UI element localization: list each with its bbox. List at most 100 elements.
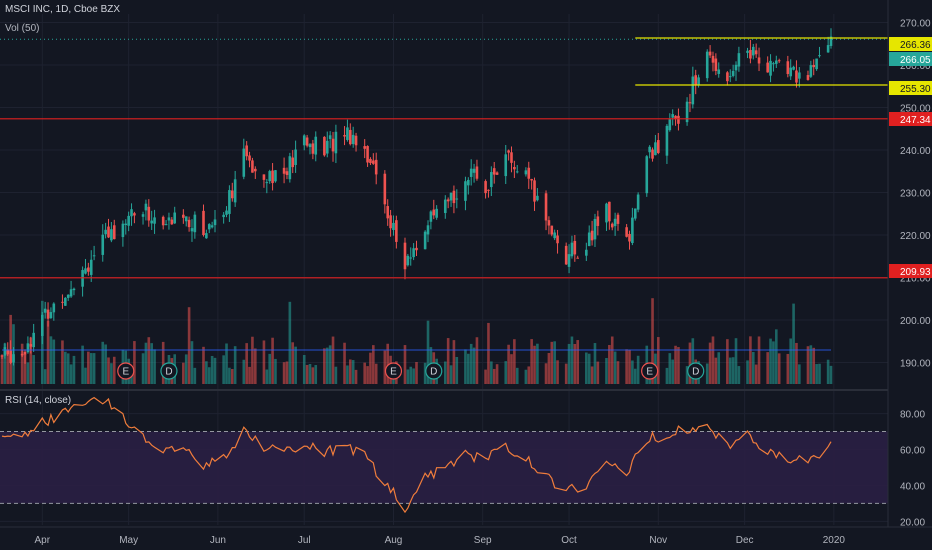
candle-body (104, 229, 107, 235)
candle-body (455, 198, 459, 200)
volume-bar (150, 343, 153, 384)
candle-body (12, 354, 15, 363)
candle-body (734, 64, 738, 71)
candle-body (23, 351, 27, 355)
volume-bar (187, 307, 191, 384)
volume-bar (285, 361, 289, 384)
candle-body (792, 66, 795, 70)
candle-body (530, 179, 533, 181)
rsi-tick-label: 20.00 (900, 517, 925, 528)
candle-body (153, 217, 156, 224)
volume-bar (728, 357, 732, 384)
candle-body (809, 65, 813, 77)
candle-body (766, 62, 769, 73)
candle-body (187, 219, 191, 228)
candle-body (645, 156, 649, 194)
price-tick-label: 220.00 (900, 231, 931, 242)
candle-body (524, 170, 528, 175)
volume-bar (406, 369, 410, 384)
candle-body (432, 209, 436, 216)
candle-body (141, 214, 145, 217)
volume-bar (412, 368, 415, 384)
event-label: D (692, 367, 699, 378)
candle-body (648, 146, 651, 153)
candle-body (346, 127, 349, 140)
candle-body (777, 60, 781, 62)
candle-body (504, 154, 508, 177)
candle-body (757, 57, 761, 64)
candle-body (510, 152, 513, 163)
volume-bar (265, 369, 269, 384)
candle-body (628, 233, 631, 242)
candle-body (331, 138, 335, 152)
candle-body (325, 140, 329, 154)
volume-bar (262, 340, 266, 384)
volume-bar (472, 347, 476, 384)
candle-body (806, 75, 810, 80)
candle-body (61, 301, 64, 303)
volume-label: Vol (50) (5, 23, 40, 34)
candle-body (89, 259, 93, 275)
volume-bar (153, 349, 156, 384)
volume-bar (205, 361, 208, 384)
candle-body (829, 36, 833, 46)
earnings-marker (384, 362, 403, 380)
candle-body (705, 51, 709, 79)
candle-body (728, 76, 732, 78)
candle-body (826, 45, 830, 53)
volume-bar (792, 303, 795, 384)
candle-body (536, 195, 539, 201)
volume-bar (789, 338, 793, 384)
time-tick-label: Jun (210, 535, 226, 546)
volume-bar (92, 353, 96, 384)
time-tick-label: Jul (298, 535, 311, 546)
candle-body (550, 225, 554, 235)
volume-bar (708, 342, 712, 384)
volume-bar (84, 367, 87, 384)
candle-body (691, 76, 695, 105)
candle-body (40, 314, 44, 336)
volume-bar (369, 352, 372, 384)
price-tick-label: 190.00 (900, 359, 931, 370)
candle-body (567, 254, 571, 267)
candle-body (161, 216, 165, 226)
volume-bar (271, 337, 274, 384)
candle-body (726, 72, 729, 82)
candle-body (423, 231, 427, 250)
candle-body (412, 248, 415, 258)
volume-bar (665, 367, 669, 384)
candle-body (665, 125, 669, 156)
volume-bar (746, 360, 749, 384)
volume-bar (89, 353, 93, 384)
candle-body (3, 347, 7, 356)
volume-bar (49, 336, 53, 384)
volume-bar (613, 351, 617, 384)
volume-bar (161, 341, 165, 384)
candle-body (608, 201, 611, 222)
volume-bar (268, 353, 271, 384)
price-tag-range-top (889, 37, 932, 51)
candle-body (173, 212, 177, 224)
volume-bar (69, 364, 73, 384)
volume-bar (605, 358, 608, 384)
candle-body (472, 168, 476, 173)
volume-bar (628, 349, 631, 384)
time-tick-label: Oct (561, 535, 577, 546)
volume-bar (564, 363, 568, 384)
volume-bar (751, 351, 755, 384)
candle-body (251, 160, 254, 173)
volume-bar (294, 346, 297, 384)
volume-bar (809, 345, 813, 384)
earnings-marker (641, 362, 659, 380)
volume-bar (608, 344, 611, 384)
volume-bar (66, 353, 70, 384)
candle-body (484, 181, 487, 194)
volume-bar (366, 366, 369, 384)
candle-body (288, 156, 292, 180)
candle-body (737, 53, 741, 67)
volume-bar (475, 337, 479, 384)
candle-body (677, 115, 680, 124)
volume-bar (61, 340, 64, 384)
price-tick-label: 200.00 (900, 316, 931, 327)
